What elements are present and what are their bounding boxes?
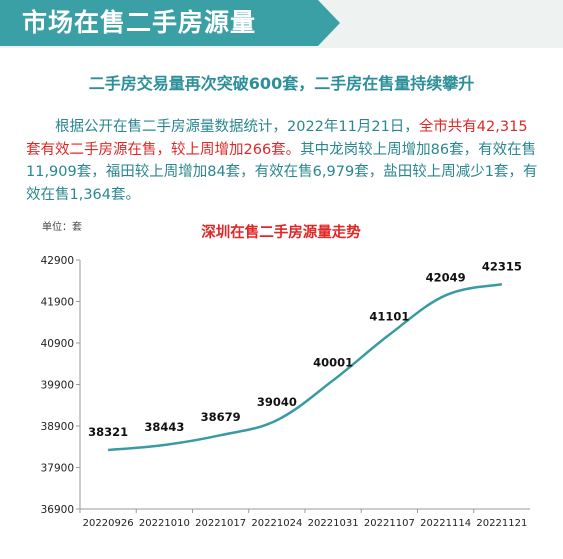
data-label: 42315 (482, 259, 522, 273)
listing-trend-chart: 深圳在售二手房源量走势 单位：套 36900 37900 38900 39900 40900… (0, 210, 563, 559)
y-tick-label: 38900 (41, 421, 74, 433)
x-tick-label: 20221017 (195, 518, 246, 529)
data-label: 40001 (313, 355, 353, 369)
y-tick-label: 41900 (41, 297, 74, 309)
y-tick-label: 36900 (41, 504, 74, 516)
summary-paragraph: 根据公开在售二手房源量数据统计，2022年11月21日，全市共有42,315套有… (26, 116, 542, 206)
x-tick-label: 20221010 (139, 518, 190, 529)
data-label: 39040 (257, 395, 297, 409)
y-tick-label: 37900 (41, 463, 74, 475)
x-tick-label: 20221114 (420, 518, 471, 529)
summary-part-1: 根据公开在售二手房源量数据统计，2022年11月21日， (55, 119, 419, 135)
summary-highlight: 全市共有42,315套有效二手房源在售，较上周增加266套。 (26, 119, 528, 158)
summary-part-3: 其中龙岗较上周增加86套，有效在售11,909套，福田较上周增加84套，有效在售… (26, 141, 538, 203)
section-title-banner: 市场在售二手房源量 (0, 0, 340, 46)
x-tick-label: 20221107 (364, 518, 415, 529)
y-tick-label: 39900 (41, 380, 74, 392)
unit-label: 单位：套 (42, 220, 82, 233)
data-label: 42049 (426, 270, 466, 284)
x-tick-label: 20221031 (308, 518, 359, 529)
data-label: 38321 (88, 425, 128, 439)
x-tick-label: 20220926 (83, 518, 134, 529)
series-line (108, 283, 503, 452)
data-label: 41101 (369, 310, 409, 324)
data-label: 38679 (201, 410, 241, 424)
y-tick-label: 40900 (41, 338, 74, 350)
chart-title: 深圳在售二手房源量走势 (201, 223, 361, 241)
x-tick-label: 20221121 (476, 518, 527, 529)
headline-subtitle: 二手房交易量再次突破600套，二手房在售量持续攀升 (88, 74, 475, 93)
chart-canvas: 深圳在售二手房源量走势 单位：套 36900 37900 38900 39900 40900… (41, 220, 530, 529)
section-title: 市场在售二手房源量 (22, 8, 257, 37)
data-label: 38443 (144, 420, 184, 434)
x-tick-label: 20221024 (251, 518, 302, 529)
y-tick-label: 42900 (41, 255, 74, 267)
